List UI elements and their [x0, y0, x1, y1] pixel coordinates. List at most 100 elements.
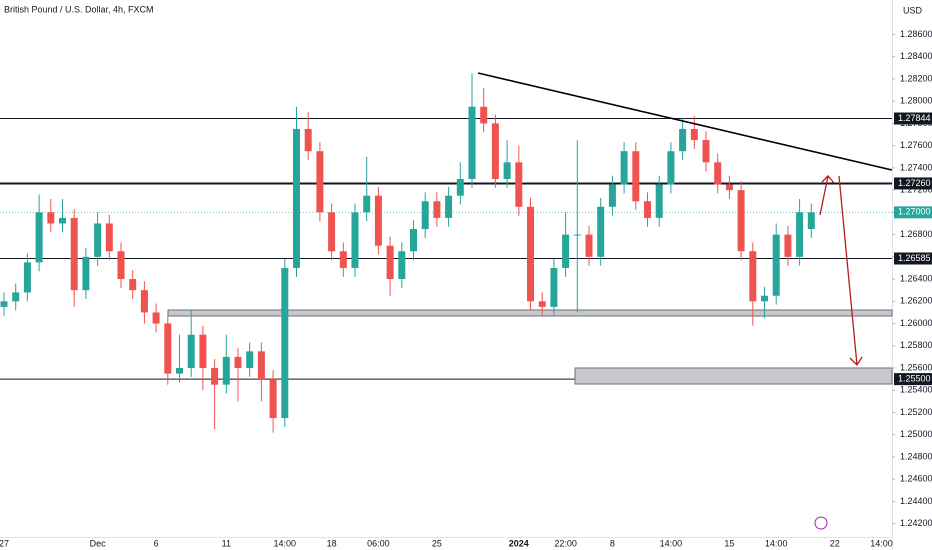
y-tick-label: 1.25600: [900, 362, 932, 372]
candle-body: [585, 234, 593, 257]
candle-body: [304, 128, 312, 152]
candle-body: [140, 290, 148, 313]
price-tag-label: 1.25500: [898, 373, 931, 383]
candle-body: [199, 334, 207, 369]
candle-body: [761, 295, 768, 302]
candle-body: [644, 201, 651, 218]
candle-body: [480, 106, 488, 124]
candle-body: [164, 323, 172, 374]
arrow-down-head: [849, 356, 863, 367]
candle-body: [632, 151, 640, 202]
candle-body: [433, 201, 441, 218]
candle-body: [82, 256, 90, 291]
y-tick-label: 1.26200: [900, 296, 932, 306]
candle-body: [807, 212, 815, 230]
candle-body: [117, 251, 125, 280]
candle-body: [234, 356, 242, 369]
price-tag: [894, 252, 932, 265]
candle-body: [257, 351, 265, 380]
candle-body: [772, 234, 780, 296]
candle-body: [620, 151, 628, 185]
candle-body: [339, 251, 347, 268]
candles: [0, 73, 815, 433]
price-tag-label: 1.27260: [898, 178, 931, 188]
y-tick-label: 1.26800: [900, 229, 932, 239]
candle-body: [597, 206, 605, 257]
y-tick-label: 1.25400: [900, 385, 932, 395]
x-tick-label: Dec: [90, 538, 107, 548]
candle-body: [94, 223, 102, 257]
candle-body: [35, 212, 43, 263]
candle-body: [737, 190, 745, 252]
x-tick-label: 14:00: [765, 538, 788, 548]
candle-body: [702, 140, 710, 163]
x-tick-label: 6: [154, 538, 159, 548]
candle-body: [269, 379, 277, 419]
y-tick-label: 1.25200: [900, 407, 932, 417]
event-icon[interactable]: [814, 516, 828, 530]
target-zone: [574, 367, 893, 385]
candle-body: [152, 312, 160, 324]
y-tick-label: 1.28200: [900, 73, 932, 83]
candle-body: [59, 217, 66, 224]
candle-body: [176, 368, 183, 374]
x-tick-label: 14:00: [660, 538, 683, 548]
currency-label: USD: [903, 5, 923, 15]
chart-title: British Pound / U.S. Dollar, 4h, FXCM: [4, 4, 154, 14]
arrow-up: [819, 175, 829, 216]
y-tick-label: 1.28600: [900, 29, 932, 39]
candle-body: [105, 223, 113, 252]
candle-body: [12, 292, 20, 302]
candle-body: [491, 123, 499, 179]
candle-body: [445, 195, 453, 218]
y-tick-label: 1.26000: [900, 318, 932, 328]
candle-body: [562, 234, 570, 268]
candle-body: [796, 212, 804, 257]
candle-body: [456, 179, 464, 196]
x-tick-label: 14:00: [870, 538, 893, 548]
candle-body: [351, 212, 359, 268]
candle-body: [211, 368, 219, 385]
support-zone: [167, 309, 893, 317]
candle-body: [129, 279, 137, 291]
candle-body: [573, 234, 581, 236]
candle-body: [246, 351, 254, 369]
candle-body: [667, 151, 675, 185]
candle-body: [410, 229, 417, 252]
candle-body: [550, 267, 558, 307]
candle-body: [281, 267, 289, 419]
candle-body: [0, 301, 8, 307]
candle-body: [690, 128, 698, 141]
candle-body: [655, 184, 663, 218]
x-tick-label: 18: [327, 538, 337, 548]
candle-body: [503, 162, 511, 179]
y-tick-label: 1.27400: [900, 162, 932, 172]
candle-body: [608, 184, 616, 207]
y-tick-label: 1.27600: [900, 140, 932, 150]
candle-body: [293, 128, 300, 268]
price-tag-label: 1.27844: [898, 113, 931, 123]
y-tick-label: 1.28400: [900, 51, 932, 61]
y-tick-label: 1.25000: [900, 429, 932, 439]
x-tick-label: 8: [610, 538, 615, 548]
levels: [0, 118, 892, 380]
candle-body: [725, 184, 733, 191]
last-price-label: 1.27000: [898, 207, 931, 217]
y-tick-label: 1.27200: [900, 184, 932, 194]
candle-body: [679, 128, 687, 152]
candle-body: [398, 251, 406, 280]
y-tick-label: 1.24200: [900, 518, 932, 528]
arrow-down: [838, 175, 858, 366]
price-tag: [894, 112, 932, 125]
y-tick-label: 1.24800: [900, 451, 932, 461]
price-tag: [894, 373, 932, 386]
y-tick-label: 1.28000: [900, 96, 932, 106]
candle-body: [749, 251, 757, 302]
candle-body: [70, 217, 78, 291]
y-tick-label: 1.24600: [900, 474, 932, 484]
x-tick-label: 25: [432, 538, 442, 548]
projection-arrows: [819, 175, 863, 367]
x-tick-label: 22:00: [554, 538, 577, 548]
